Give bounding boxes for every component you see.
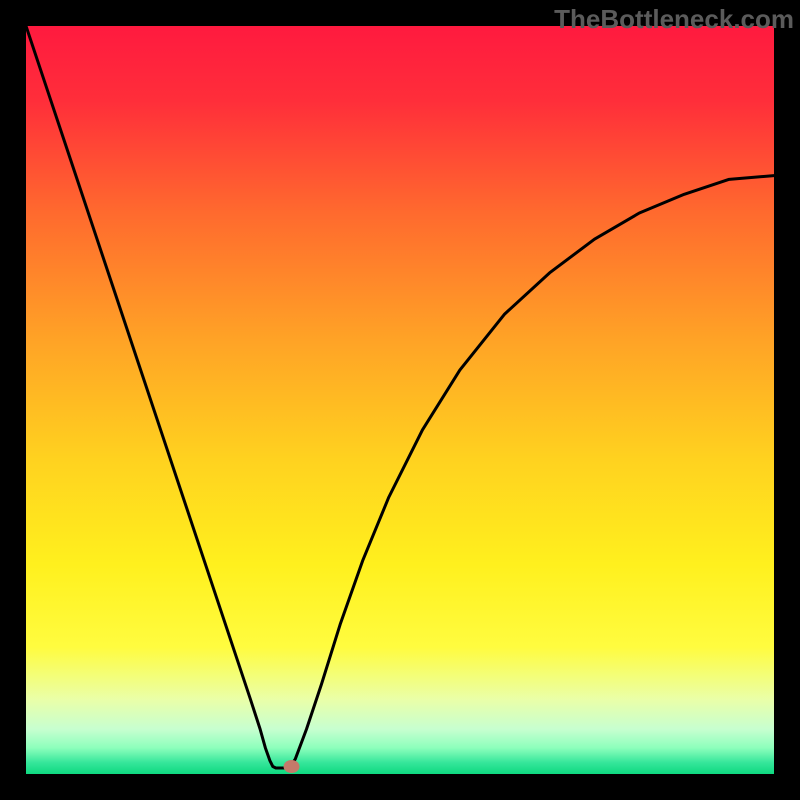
chart-frame <box>0 0 800 800</box>
plot-area <box>26 26 774 774</box>
bottleneck-curve <box>26 26 774 768</box>
watermark-text: TheBottleneck.com <box>554 4 794 35</box>
curve-layer <box>26 26 774 774</box>
optimum-marker <box>284 760 300 773</box>
